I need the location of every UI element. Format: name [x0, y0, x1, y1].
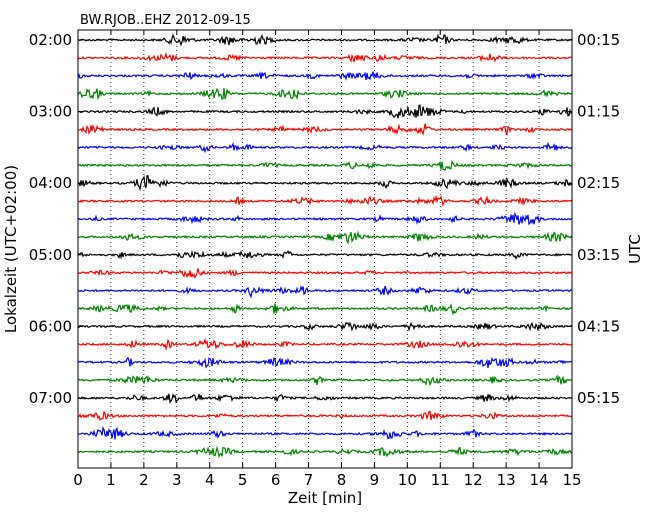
trace-row-1 — [77, 51, 573, 63]
x-tick-label-6: 6 — [271, 471, 281, 489]
left-axis-ticks: 02:00 03:00 04:00 05:00 06:00 07:00 — [29, 31, 83, 407]
trace-row-14 — [77, 285, 573, 299]
trace-row-23 — [77, 445, 573, 459]
trace-row-19 — [77, 374, 573, 387]
trace-row-21 — [77, 410, 573, 421]
trace-row-13 — [77, 268, 573, 279]
trace-row-6 — [77, 141, 573, 154]
left-tick-label-2: 04:00 — [29, 174, 72, 192]
plot-frame — [77, 29, 573, 469]
trace-row-3 — [77, 87, 573, 101]
left-tick-label-5: 07:00 — [29, 389, 72, 407]
x-axis-ticks: 0 1 2 3 4 5 6 7 8 9 10 11 12 13 14 15 — [73, 30, 582, 489]
trace-row-16 — [77, 321, 573, 332]
x-tick-label-15: 15 — [562, 471, 581, 489]
trace-row-11 — [77, 230, 573, 245]
trace-row-2 — [77, 71, 573, 81]
trace-row-7 — [77, 160, 573, 172]
left-tick-label-0: 02:00 — [29, 31, 72, 49]
x-tick-label-7: 7 — [304, 471, 314, 489]
left-tick-label-4: 06:00 — [29, 317, 72, 335]
x-tick-label-5: 5 — [238, 471, 248, 489]
x-tick-label-10: 10 — [398, 471, 417, 489]
x-tick-label-13: 13 — [497, 471, 516, 489]
trace-row-18 — [77, 356, 573, 369]
right-tick-label-1: 01:15 — [577, 103, 620, 121]
x-tick-label-11: 11 — [431, 471, 450, 489]
right-tick-label-3: 03:15 — [577, 246, 620, 264]
right-axis-label: UTC — [626, 234, 644, 264]
trace-row-22 — [77, 426, 573, 440]
right-tick-label-4: 04:15 — [577, 317, 620, 335]
x-tick-label-0: 0 — [73, 471, 83, 489]
x-tick-label-12: 12 — [464, 471, 483, 489]
trace-row-20 — [77, 393, 573, 404]
x-tick-label-2: 2 — [139, 471, 149, 489]
left-tick-label-3: 05:00 — [29, 246, 72, 264]
x-tick-label-3: 3 — [172, 471, 182, 489]
trace-row-15 — [77, 302, 573, 316]
right-axis-ticks: 00:15 01:15 02:15 03:15 04:15 05:15 — [567, 31, 620, 407]
trace-row-8 — [77, 174, 573, 191]
x-tick-label-4: 4 — [205, 471, 215, 489]
left-axis-label: Lokalzeit (UTC+02:00) — [2, 165, 20, 333]
trace-row-5 — [77, 123, 573, 136]
x-tick-label-14: 14 — [530, 471, 549, 489]
trace-row-10 — [77, 211, 573, 226]
x-tick-label-8: 8 — [337, 471, 347, 489]
x-tick-label-9: 9 — [370, 471, 380, 489]
trace-row-0 — [77, 33, 573, 47]
right-tick-label-5: 05:15 — [577, 389, 620, 407]
grid-lines — [110, 30, 540, 468]
trace-row-17 — [77, 338, 573, 351]
trace-row-4 — [77, 104, 573, 119]
seismic-traces — [77, 33, 573, 459]
right-tick-label-2: 02:15 — [577, 174, 620, 192]
x-tick-label-1: 1 — [106, 471, 116, 489]
x-axis-label: Zeit [min] — [288, 489, 362, 507]
chart-title: BW.RJOB..EHZ 2012-09-15 — [80, 13, 251, 28]
trace-row-9 — [77, 194, 573, 207]
left-tick-label-1: 03:00 — [29, 103, 72, 121]
trace-row-12 — [77, 249, 573, 260]
right-tick-label-0: 00:15 — [577, 31, 620, 49]
